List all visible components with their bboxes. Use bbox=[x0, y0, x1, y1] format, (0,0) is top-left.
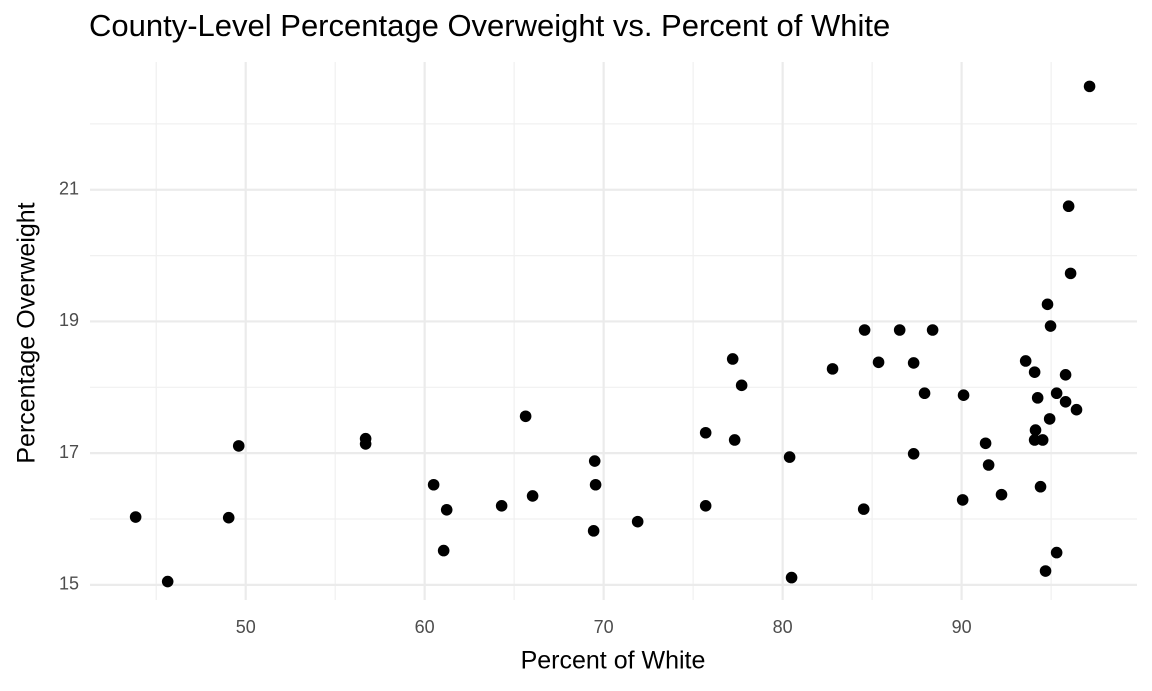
point bbox=[440, 503, 453, 516]
point bbox=[1039, 565, 1052, 577]
point bbox=[893, 324, 906, 336]
point bbox=[699, 426, 712, 439]
x-tick-label: 60 bbox=[415, 617, 435, 637]
point bbox=[1028, 434, 1041, 446]
point bbox=[1083, 80, 1096, 93]
point bbox=[437, 544, 450, 557]
point bbox=[918, 387, 931, 400]
x-tick-label: 80 bbox=[773, 617, 793, 637]
y-tick-label: 21 bbox=[59, 179, 79, 199]
point bbox=[907, 357, 920, 369]
point bbox=[982, 459, 995, 471]
point bbox=[785, 571, 798, 584]
point bbox=[1036, 434, 1049, 446]
grid bbox=[90, 62, 1137, 600]
x-axis-label: Percent of White bbox=[521, 647, 706, 675]
point bbox=[957, 389, 970, 402]
point bbox=[1059, 368, 1072, 381]
point bbox=[1070, 403, 1083, 416]
point bbox=[858, 324, 871, 336]
point bbox=[857, 503, 870, 515]
point bbox=[1050, 387, 1063, 400]
point bbox=[979, 437, 992, 450]
point bbox=[161, 575, 174, 588]
point bbox=[1050, 546, 1063, 559]
point bbox=[1041, 298, 1054, 311]
point bbox=[1019, 355, 1032, 367]
y-axis-label: Percentage Overweight bbox=[13, 202, 41, 463]
point bbox=[631, 515, 644, 528]
point bbox=[728, 434, 741, 446]
point bbox=[826, 363, 839, 375]
point bbox=[1044, 320, 1057, 332]
point bbox=[783, 451, 796, 463]
point bbox=[1028, 366, 1041, 378]
point bbox=[588, 455, 601, 467]
point bbox=[519, 410, 532, 423]
point bbox=[495, 500, 508, 512]
point bbox=[1062, 200, 1075, 213]
y-tick-label: 17 bbox=[59, 442, 79, 462]
point bbox=[995, 488, 1008, 501]
x-tick-label: 90 bbox=[952, 617, 972, 637]
point bbox=[589, 478, 602, 491]
point bbox=[735, 379, 748, 392]
y-tick-label: 15 bbox=[59, 574, 79, 594]
point bbox=[1029, 424, 1042, 436]
point bbox=[427, 478, 440, 491]
point bbox=[699, 500, 712, 512]
point bbox=[222, 511, 235, 524]
point bbox=[956, 494, 969, 506]
point bbox=[526, 490, 539, 502]
point bbox=[907, 448, 920, 460]
x-tick-label: 70 bbox=[594, 617, 614, 637]
point bbox=[1043, 413, 1056, 425]
point bbox=[726, 353, 739, 365]
point bbox=[232, 440, 245, 452]
point bbox=[1034, 480, 1047, 493]
x-tick-label: 50 bbox=[236, 617, 256, 637]
point bbox=[926, 324, 939, 336]
y-tick-label: 19 bbox=[59, 310, 79, 330]
point bbox=[359, 438, 372, 450]
point bbox=[1059, 395, 1072, 408]
point bbox=[587, 525, 600, 537]
chart-title: County-Level Percentage Overweight vs. P… bbox=[89, 8, 890, 43]
point bbox=[1031, 392, 1044, 404]
point bbox=[872, 356, 885, 369]
point bbox=[1064, 267, 1077, 280]
point bbox=[129, 511, 142, 523]
